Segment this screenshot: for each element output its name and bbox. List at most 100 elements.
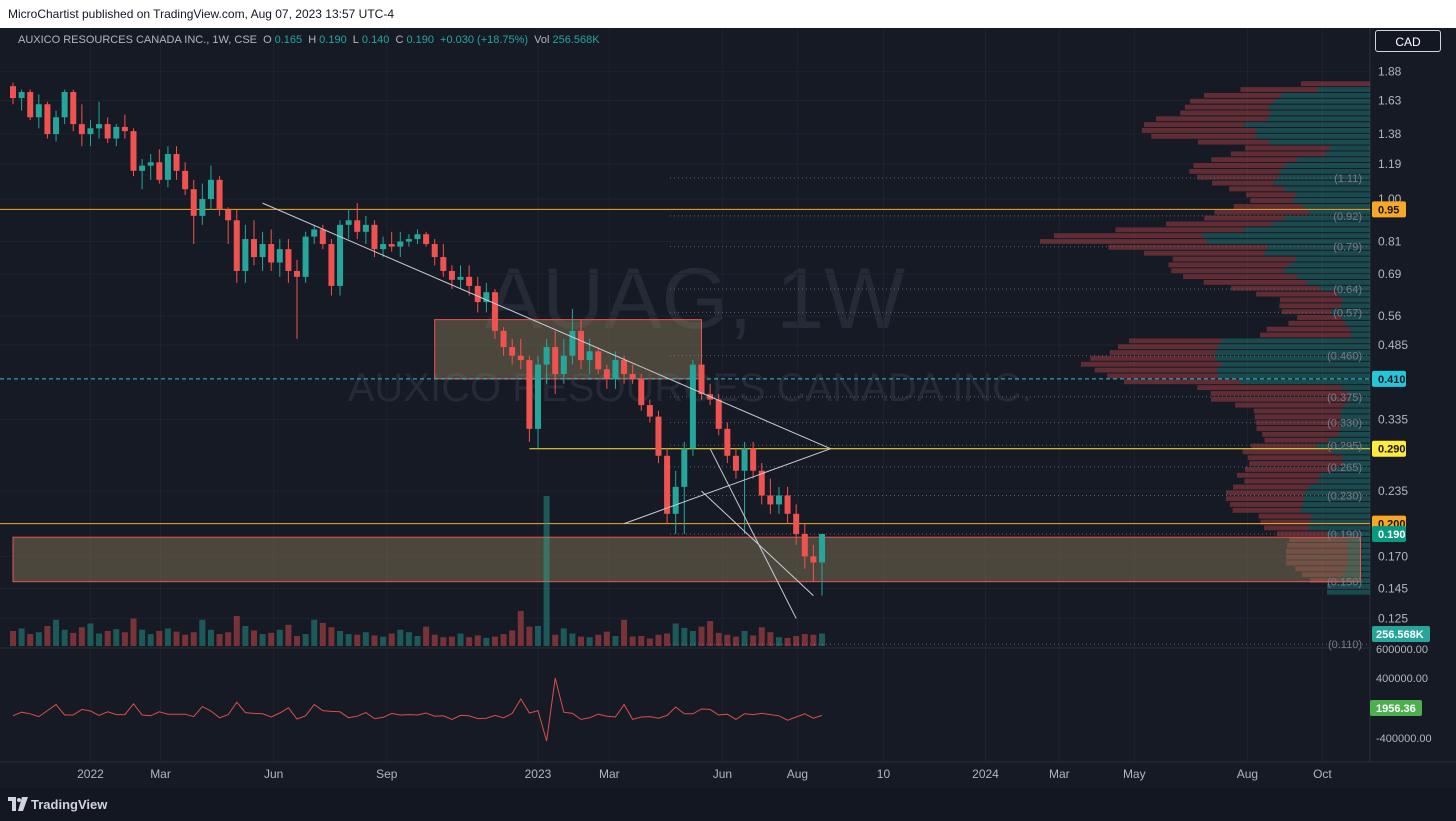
volume-bar [638, 636, 645, 646]
volume-profile-bar [1242, 449, 1333, 455]
volume-profile-bar [1204, 92, 1282, 98]
price-tag-label: 0.190 [1378, 529, 1406, 541]
volume-profile-bar [1347, 542, 1370, 548]
price-axis-label: 0.81 [1378, 235, 1402, 249]
volume-profile-bar [1279, 168, 1370, 174]
volume-bar [732, 636, 739, 646]
candle-body [810, 556, 817, 563]
volume-bar [603, 631, 610, 646]
volume-bar [182, 634, 189, 646]
price-tag [1372, 440, 1406, 457]
volume-profile-bar [1123, 379, 1240, 385]
volume-bar [96, 633, 103, 646]
volume-profile-bar [1334, 467, 1370, 472]
volume-bar [199, 619, 206, 646]
volume-bar [767, 632, 774, 646]
volume-profile-bar [1250, 198, 1294, 204]
legend-open-value: 0.165 [274, 34, 303, 46]
price-axis-label: 0.145 [1378, 582, 1408, 596]
volume-bar [474, 635, 481, 646]
volume-profile-bar [1225, 490, 1305, 496]
volume-profile-bar [1288, 320, 1345, 326]
candle-body [190, 189, 197, 216]
volume-profile-bar [1151, 133, 1256, 139]
tradingview-brand: TradingView [31, 797, 108, 812]
volume-profile-bar [1308, 525, 1370, 531]
volume-tag [1372, 626, 1430, 642]
volume-profile-bar [1180, 110, 1271, 116]
volume-profile-bar [1317, 87, 1370, 92]
candle-body [70, 92, 77, 125]
volume-profile-bar [1320, 472, 1370, 478]
volume-profile-bar [1342, 297, 1370, 303]
candle-body [87, 128, 94, 135]
volume-profile-bar [1304, 496, 1370, 502]
time-axis-label: 10 [877, 767, 891, 781]
volume-bar [664, 633, 671, 646]
candle-body [689, 364, 696, 449]
candle-body [225, 209, 232, 221]
volume-profile-bar [1326, 583, 1370, 589]
volume-bar [388, 633, 395, 646]
volume-bar [758, 627, 765, 646]
fib-level-label: (0.330) [1327, 418, 1362, 430]
volume-profile-bar [1193, 163, 1286, 168]
volume-profile-bar [1141, 128, 1257, 133]
volume-profile-bar [1260, 332, 1352, 338]
candle-body [354, 220, 361, 232]
candle-body [423, 234, 430, 245]
candle-body [302, 236, 309, 277]
candle-body [121, 126, 128, 132]
volume-profile-bar [1342, 461, 1370, 467]
volume-bar [311, 619, 318, 646]
volume-profile-bar [1245, 145, 1331, 151]
price-tag [1372, 525, 1406, 542]
candle-body [405, 239, 412, 242]
candle-body [319, 229, 326, 245]
volume-profile-bar [1309, 484, 1370, 490]
volume-profile-bar [1225, 496, 1305, 502]
currency-button[interactable]: CAD [1375, 30, 1441, 52]
footer: TradingView [0, 788, 1456, 821]
candle-body [621, 360, 628, 375]
chart-area[interactable]: AUAG, 1W AUXICO RESOURCES CANADA INC. 1.… [0, 28, 1456, 788]
volume-profile-bar [1207, 239, 1370, 244]
volume-bar [156, 631, 163, 646]
volume-profile-bar [1108, 244, 1268, 250]
volume-profile-bar [1347, 537, 1370, 542]
volume-bar [414, 636, 421, 646]
candle-body [698, 364, 705, 395]
volume-profile-bar [1144, 122, 1244, 128]
volume-profile-bar [1184, 104, 1269, 110]
candle-body [612, 360, 619, 379]
oscillator-line [12, 677, 823, 742]
volume-profile-bar [1233, 204, 1303, 209]
volume-bar [164, 628, 171, 646]
volume-profile-bar [1279, 297, 1343, 303]
volume-profile-bar [1204, 215, 1285, 221]
volume-profile-bar [1267, 244, 1370, 250]
volume-profile-bar [1202, 233, 1370, 239]
volume-bar [27, 634, 34, 646]
volume-bar [130, 618, 137, 646]
volume-bar [354, 634, 361, 646]
volume-profile-bar [1341, 315, 1370, 320]
time-axis-label: Oct [1313, 767, 1332, 781]
volume-bar [397, 629, 404, 646]
volume-profile-bar [1115, 227, 1244, 233]
volume-profile-bar [1230, 151, 1326, 157]
volume-profile-bar [1347, 554, 1370, 560]
candle-body [491, 292, 498, 331]
volume-profile-bar [1253, 408, 1341, 414]
chart-canvas[interactable]: 1.881.631.381.191.000.810.690.560.4850.3… [0, 28, 1456, 788]
legend-change: +0.030 (+18.75%) [440, 34, 529, 46]
volume-bar [233, 616, 240, 646]
candle-body [242, 239, 249, 271]
price-axis-label: 0.170 [1378, 549, 1408, 563]
volume-profile-bar [1341, 303, 1370, 309]
price-tag-label: 0.290 [1378, 444, 1406, 456]
volume-bar [517, 611, 524, 646]
volume-bar [113, 629, 120, 646]
trendline [709, 448, 797, 619]
volume-profile-bar [1210, 391, 1349, 396]
